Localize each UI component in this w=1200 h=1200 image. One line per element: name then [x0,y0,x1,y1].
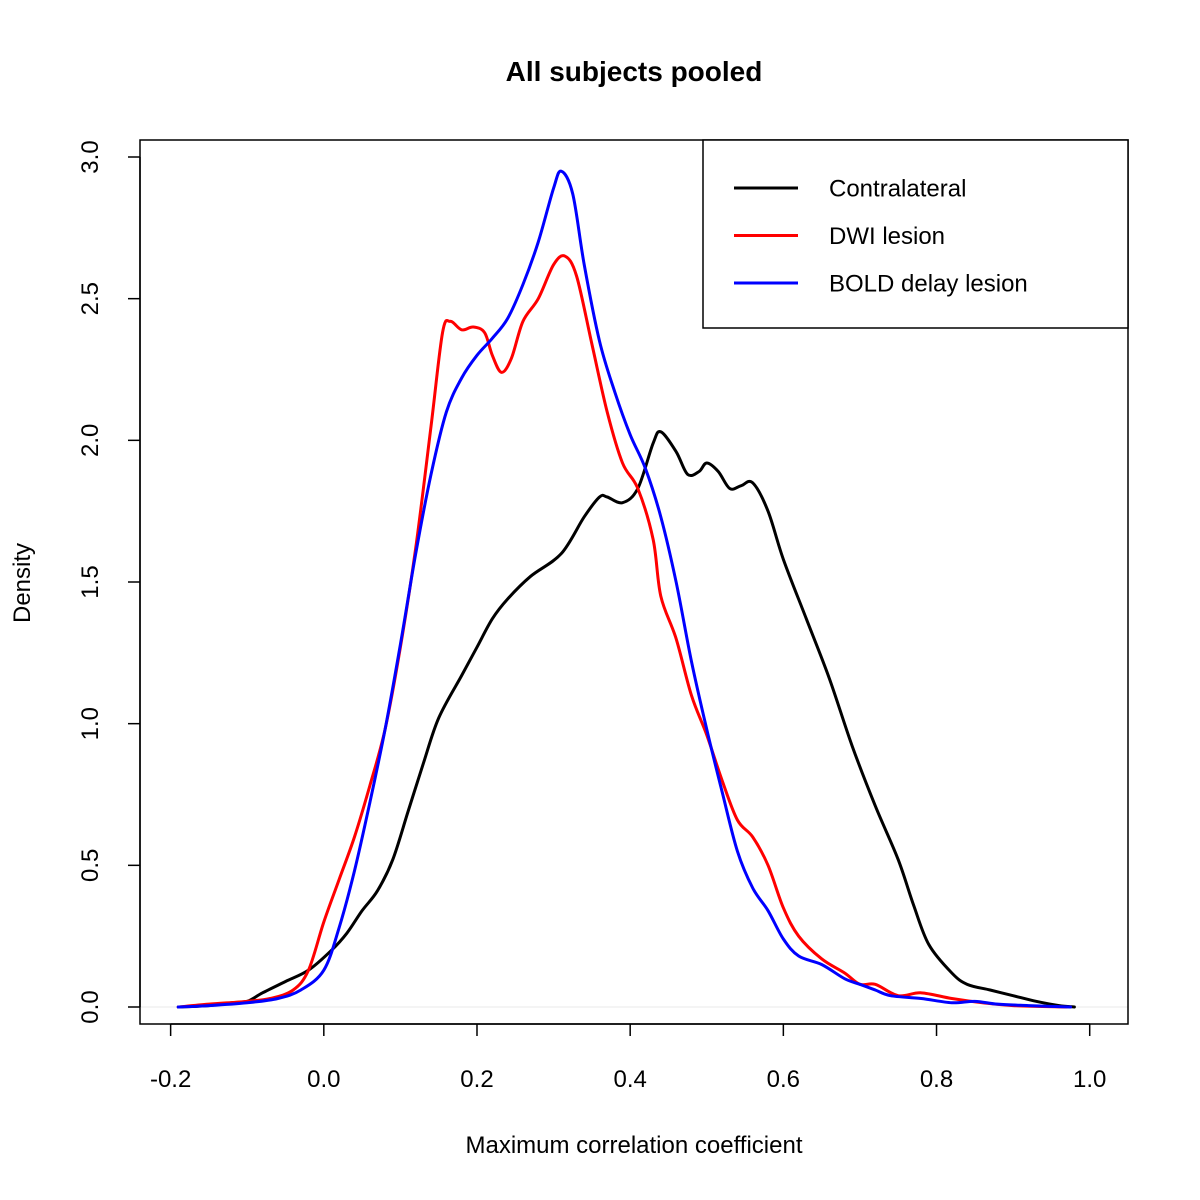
y-tick-label: 0.0 [77,990,104,1023]
x-tick-label: -0.2 [150,1066,191,1093]
x-axis-label: Maximum correlation coefficient [465,1132,802,1159]
x-tick-label: 0.0 [307,1066,340,1093]
legend: Contralateral DWI lesion BOLD delay lesion [702,139,1129,329]
chart-title: All subjects pooled [506,56,763,87]
legend-items: Contralateral DWI lesion BOLD delay lesion [734,176,1028,298]
x-tick-label: 0.8 [920,1066,953,1093]
x-tick-label: 0.4 [613,1066,646,1093]
y-tick-label: 2.5 [77,282,104,315]
x-tick-label: 0.6 [767,1066,800,1093]
series-line-contralateral [176,430,1076,1009]
series-layer [176,169,1076,1009]
series-line-dwi-lesion [176,254,1069,1009]
legend-label-contralateral: Contralateral [829,176,966,203]
y-tick-label: 3.0 [77,140,104,173]
x-tick-label: 1.0 [1073,1066,1106,1093]
y-tick-label: 2.0 [77,424,104,457]
y-axis: 0.0 0.5 1.0 1.5 2.0 2.5 3.0 [77,140,141,1024]
series-line-bold-delay-lesion [176,169,1073,1009]
y-tick-label: 1.0 [77,707,104,740]
y-tick-label: 1.5 [77,565,104,598]
x-tick-label: 0.2 [460,1066,493,1093]
y-tick-label: 0.5 [77,849,104,882]
legend-label-bold-delay-lesion: BOLD delay lesion [829,271,1028,298]
x-axis: -0.2 0.0 0.2 0.4 0.6 0.8 1.0 [150,1023,1106,1093]
y-axis-label: Density [9,543,36,623]
legend-label-dwi-lesion: DWI lesion [829,223,945,250]
